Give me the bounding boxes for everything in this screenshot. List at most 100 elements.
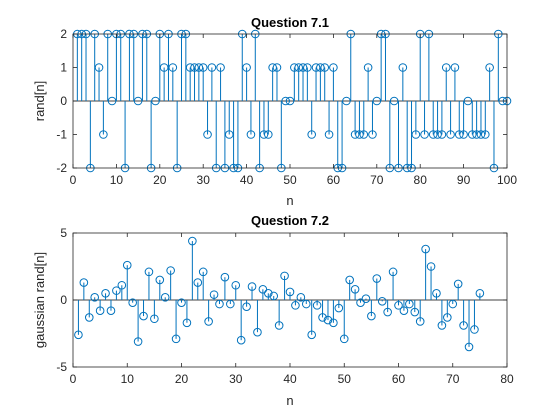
- stem-point: [280, 271, 289, 300]
- stem-point: [318, 300, 327, 322]
- stem-marker: [372, 274, 382, 283]
- y-tick-label: -5: [56, 360, 67, 374]
- stem-point: [99, 101, 108, 139]
- stem-point: [432, 289, 441, 300]
- y-tick-label: 0: [60, 94, 67, 108]
- stem-marker: [99, 130, 108, 139]
- stem-point: [298, 63, 308, 101]
- stem-marker: [285, 287, 295, 297]
- stem-marker: [151, 96, 160, 106]
- stem-marker: [194, 63, 204, 72]
- stem-point: [190, 63, 199, 101]
- stem-marker: [298, 63, 308, 72]
- stem-marker: [481, 130, 490, 139]
- stem-point: [303, 63, 312, 101]
- x-tick-label: 80: [414, 173, 428, 187]
- stem-marker: [268, 63, 277, 72]
- stem-point: [459, 101, 468, 139]
- stem-marker: [450, 63, 460, 72]
- stem-point: [350, 284, 360, 300]
- stem-point: [122, 260, 132, 300]
- stem-marker: [342, 96, 351, 106]
- stem-marker: [368, 130, 377, 139]
- stem-marker: [182, 318, 192, 328]
- stem-point: [198, 267, 208, 300]
- stem-marker: [177, 298, 186, 307]
- stem-point: [361, 294, 371, 303]
- stem-point: [168, 63, 178, 101]
- stem-marker: [122, 260, 132, 270]
- stem-marker: [296, 293, 306, 302]
- stem-marker: [84, 313, 94, 322]
- stem-point: [421, 244, 430, 300]
- stem-marker: [79, 278, 89, 287]
- stem-marker: [323, 315, 333, 325]
- stem-point: [399, 300, 409, 316]
- stem-marker: [459, 321, 468, 330]
- stem-marker: [74, 330, 83, 340]
- stem-point: [274, 300, 284, 330]
- stem-point: [182, 300, 192, 328]
- y-tick-label: -2: [56, 161, 67, 175]
- x-tick-label: 40: [283, 372, 297, 386]
- stem-point: [329, 300, 338, 328]
- stem-point: [220, 272, 230, 300]
- stem-point: [236, 300, 246, 345]
- stem-marker: [280, 271, 289, 281]
- stem-marker: [472, 130, 481, 139]
- stem-point: [415, 300, 425, 326]
- subplot2-ylabel: gaussian rand[n]: [32, 252, 47, 348]
- stem-point: [472, 101, 481, 139]
- stem-point: [90, 293, 99, 302]
- stem-marker: [231, 280, 241, 290]
- stem-marker: [128, 298, 137, 307]
- stem-point: [372, 96, 382, 106]
- stem-marker: [316, 63, 325, 72]
- stem-marker: [485, 63, 494, 72]
- stem-point: [290, 63, 299, 101]
- stem-point: [133, 300, 143, 346]
- stem-marker: [188, 236, 197, 246]
- stem-point: [160, 293, 170, 302]
- stem-point: [475, 289, 485, 300]
- x-tick-label: 70: [370, 173, 384, 187]
- stem-point: [383, 300, 392, 317]
- stem-marker: [467, 130, 477, 139]
- stem-point: [159, 63, 169, 101]
- stem-point: [437, 300, 447, 330]
- stem-marker: [207, 63, 217, 72]
- stem-marker: [389, 96, 399, 106]
- stem-point: [264, 289, 273, 300]
- stem-point: [454, 101, 464, 139]
- stem-marker: [377, 297, 387, 306]
- stem-marker: [441, 63, 451, 72]
- stem-point: [272, 63, 282, 101]
- stem-marker: [94, 63, 104, 72]
- stem-marker: [272, 63, 282, 72]
- stem-marker: [133, 96, 143, 106]
- stem-point: [226, 299, 235, 309]
- stem-marker: [274, 321, 284, 330]
- stem-point: [231, 280, 241, 300]
- stem-point: [281, 96, 290, 106]
- stem-point: [94, 63, 104, 101]
- x-tick-label: 90: [457, 173, 471, 187]
- stem-point: [437, 101, 447, 139]
- stem-marker: [453, 279, 463, 289]
- stem-point: [356, 298, 365, 307]
- stem-point: [470, 300, 479, 334]
- stem-marker: [428, 130, 438, 139]
- stem-marker: [198, 267, 208, 277]
- stem-marker: [185, 63, 195, 72]
- stem-point: [177, 298, 186, 307]
- stem-marker: [171, 334, 181, 344]
- stem-point: [194, 63, 204, 101]
- stem-marker: [318, 313, 327, 322]
- x-tick-label: 100: [497, 173, 517, 187]
- stem-point: [339, 300, 349, 344]
- stem-point: [433, 101, 442, 139]
- stem-marker: [420, 130, 429, 139]
- stem-marker: [398, 63, 408, 72]
- stem-marker: [476, 130, 486, 139]
- stem-point: [329, 63, 338, 101]
